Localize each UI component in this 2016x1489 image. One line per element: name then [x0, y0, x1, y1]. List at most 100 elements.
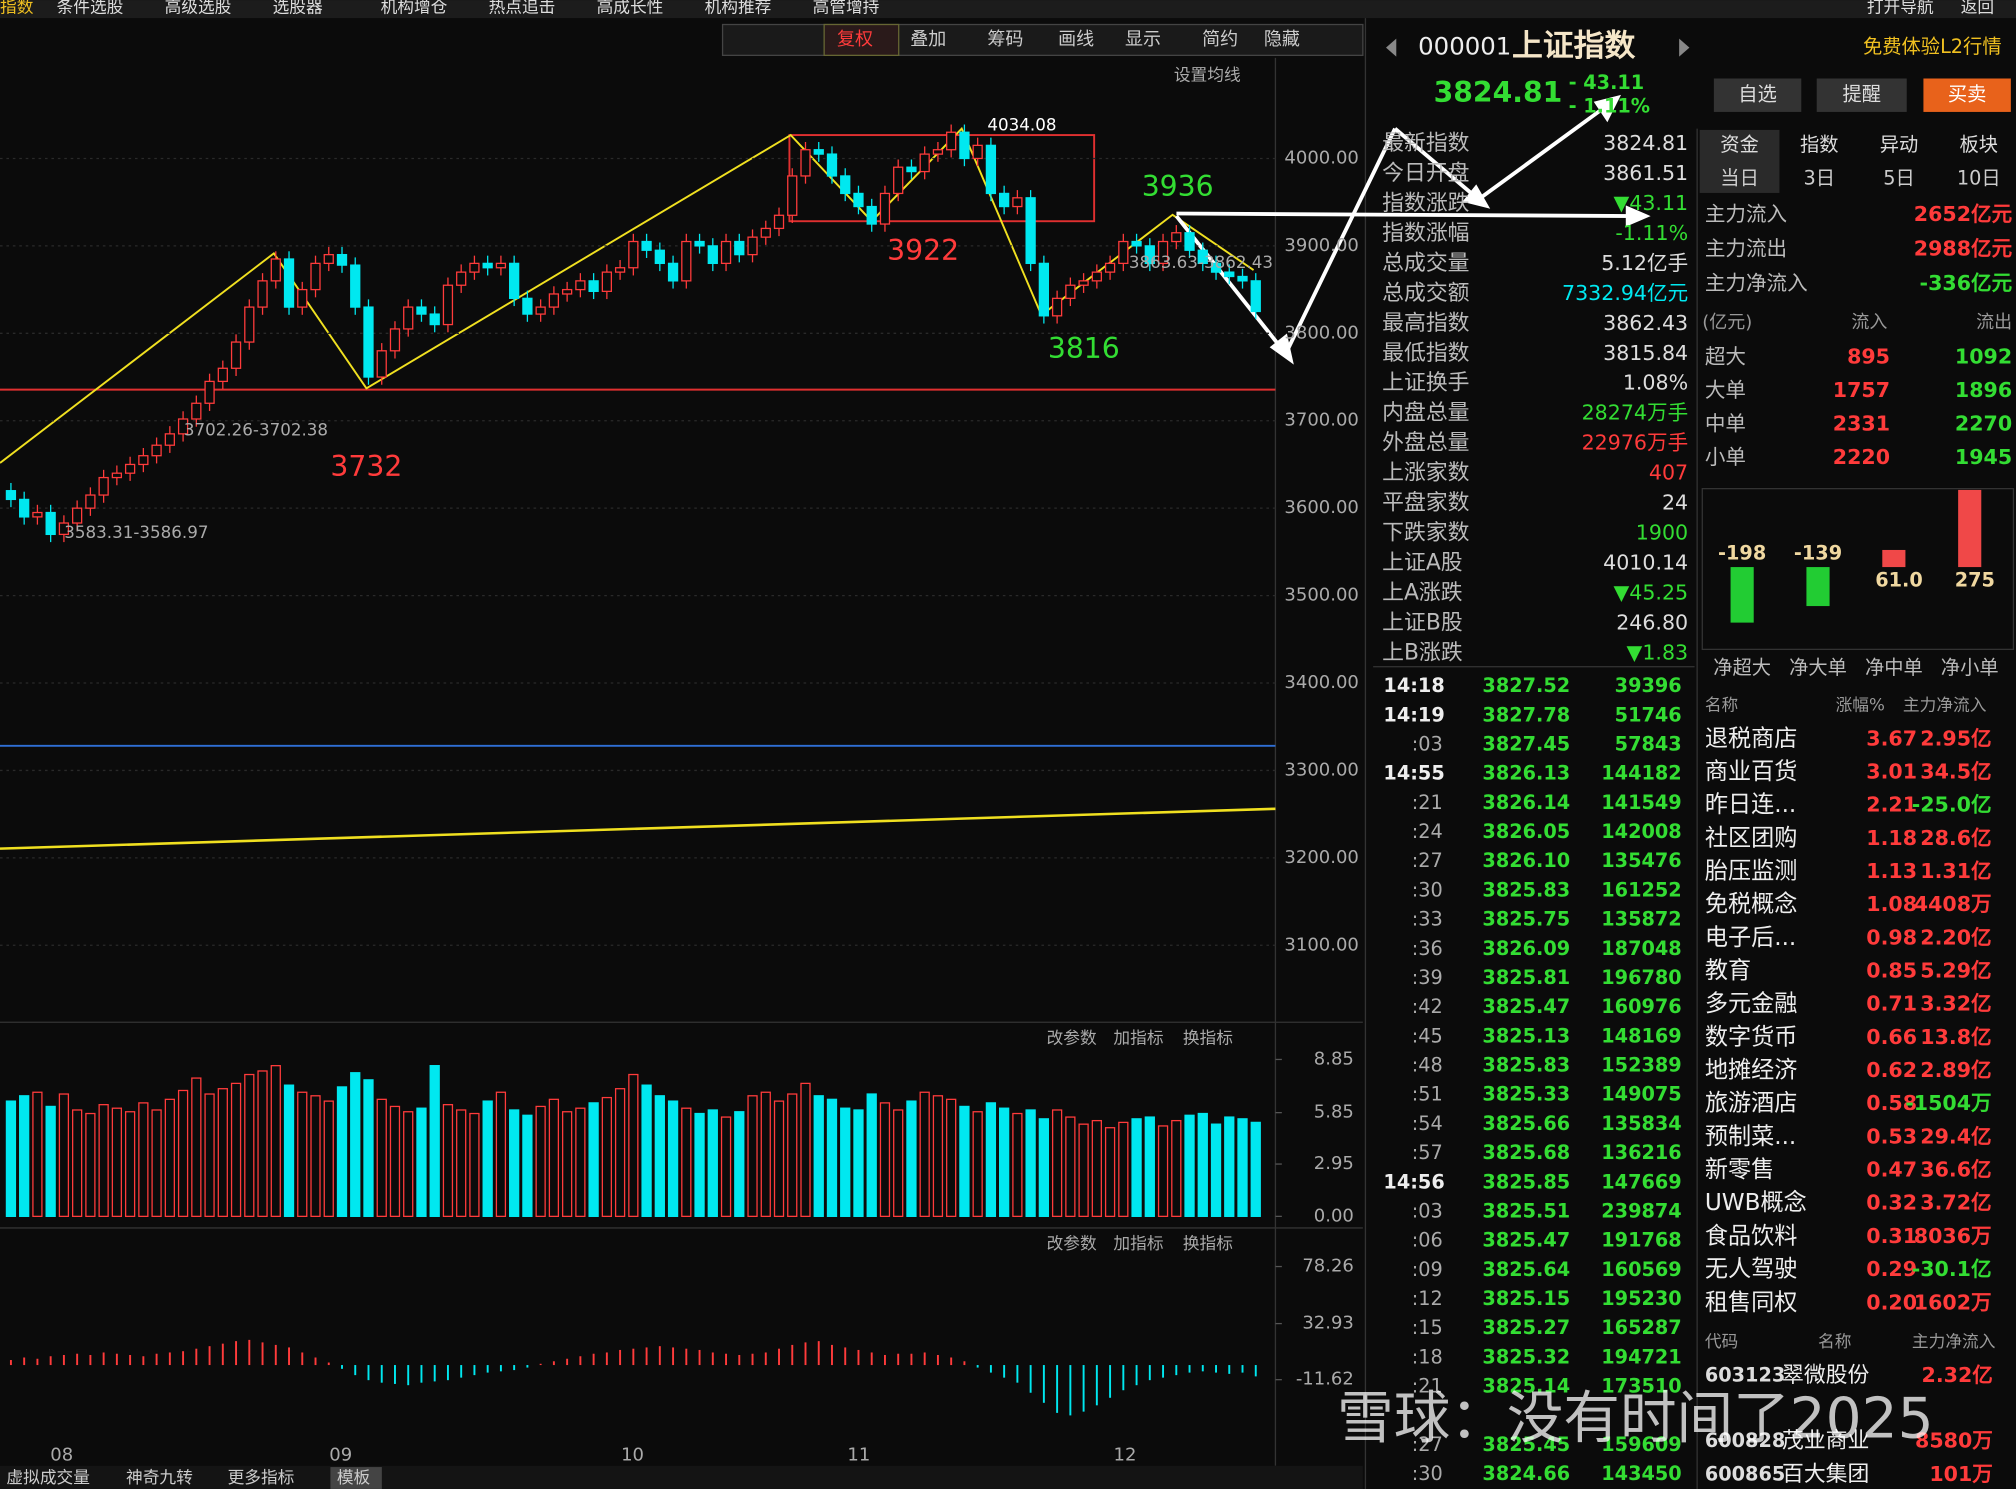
sector-name[interactable]: 商业百货 — [1705, 759, 1798, 785]
panel-button[interactable]: 加指标 — [1113, 1027, 1163, 1047]
stock-name[interactable]: 翠微股份 — [1782, 1363, 1870, 1388]
candle-body — [667, 262, 679, 282]
volume-bar — [376, 1098, 387, 1218]
sector-name[interactable]: 社区团购 — [1705, 825, 1798, 851]
stat-label: 总成交量 — [1382, 251, 1469, 276]
menu-item[interactable]: 高管增持 — [813, 0, 880, 16]
candle-body — [760, 227, 771, 238]
bottom-tab[interactable]: 更多指标 — [228, 1467, 295, 1487]
sector-name[interactable]: 食品饮料 — [1705, 1223, 1798, 1249]
stat-value: 4010.14 — [1603, 550, 1688, 574]
sector-name[interactable]: 旅游酒店 — [1705, 1091, 1798, 1117]
tab[interactable]: 异动 — [1880, 133, 1919, 156]
stock-name[interactable]: 百大集团 — [1782, 1462, 1869, 1487]
menu-item[interactable]: 打开导航 — [1867, 0, 1934, 16]
tick-time: 14:56 — [1383, 1170, 1444, 1193]
action-button[interactable]: 买卖 — [1948, 83, 1987, 106]
stat-value: 24 — [1662, 491, 1688, 515]
y-tick-label: 3200.00 — [1284, 847, 1358, 868]
toolbar-button[interactable]: 复权 — [837, 29, 873, 50]
volume-bar — [5, 1100, 17, 1217]
menu-bar — [0, 0, 2016, 19]
sector-name[interactable]: 新零售 — [1705, 1157, 1774, 1183]
action-button[interactable]: 自选 — [1738, 83, 1777, 106]
bottom-tab[interactable]: 神奇九转 — [126, 1467, 193, 1487]
volume-bar — [45, 1105, 56, 1217]
sector-name[interactable]: 地摊经济 — [1705, 1058, 1798, 1084]
menu-item[interactable]: 机构推荐 — [705, 0, 772, 16]
tab[interactable]: 当日 — [1720, 166, 1759, 189]
menu-item[interactable]: 返回 — [1961, 0, 1994, 16]
toolbar-button[interactable]: 叠加 — [910, 29, 946, 50]
candle-body — [283, 258, 295, 308]
toolbar-button[interactable]: 筹码 — [987, 29, 1023, 50]
tab[interactable]: 指数 — [1800, 133, 1839, 156]
toolbar-button[interactable]: 画线 — [1058, 29, 1094, 50]
volume-bar — [191, 1077, 202, 1217]
menu-item[interactable]: 条件选股 — [57, 0, 124, 16]
sector-name[interactable]: 数字货币 — [1705, 1024, 1798, 1050]
volume-bar — [866, 1093, 877, 1218]
net-bar — [1806, 567, 1830, 607]
sector-name[interactable]: 退税商店 — [1705, 726, 1798, 752]
tab[interactable]: 5日 — [1883, 166, 1915, 189]
stock-flow: 2.32亿 — [1922, 1363, 1993, 1387]
panel-button[interactable]: 换指标 — [1183, 1027, 1233, 1047]
l2-link[interactable]: 免费体验L2行情 — [1863, 35, 2002, 58]
panel-button[interactable]: 改参数 — [1047, 1233, 1097, 1253]
stat-value: 28274万手 — [1582, 401, 1689, 425]
sector-name[interactable]: 预制菜... — [1705, 1124, 1796, 1150]
sector-name[interactable]: 教育 — [1705, 958, 1751, 984]
tick-price: 3825.75 — [1482, 908, 1570, 931]
candle-body — [191, 402, 202, 420]
tick-price: 3825.81 — [1482, 966, 1570, 989]
menu-item[interactable]: 热点追击 — [489, 0, 556, 16]
volume-bar — [985, 1102, 997, 1218]
panel-button[interactable]: 改参数 — [1047, 1027, 1097, 1047]
volume-bar — [548, 1098, 560, 1218]
x-tick-label: 12 — [1114, 1445, 1137, 1466]
y-tick-label: 2.95 — [1314, 1153, 1354, 1174]
sector-name[interactable]: UWB概念 — [1705, 1190, 1807, 1216]
candle-body — [376, 350, 387, 378]
menu-item[interactable]: 机构增仓 — [381, 0, 448, 16]
tab[interactable]: 10日 — [1957, 166, 2001, 189]
bottom-tab[interactable]: 虚拟成交量 — [6, 1467, 90, 1487]
action-button[interactable]: 提醒 — [1842, 83, 1881, 106]
stock-name[interactable]: 茂业商业 — [1782, 1428, 1869, 1453]
tab[interactable]: 3日 — [1804, 166, 1836, 189]
sector-name[interactable]: 多元金融 — [1705, 991, 1798, 1017]
sector-name[interactable]: 无人驾驶 — [1705, 1257, 1798, 1283]
menu-item[interactable]: 选股器 — [273, 0, 323, 16]
toolbar-button[interactable]: 简约 — [1202, 29, 1238, 50]
volume-bar — [932, 1095, 944, 1217]
ma-setting[interactable]: 设置均线 — [1174, 64, 1241, 84]
sector-name[interactable]: 胎压监测 — [1705, 859, 1798, 885]
candle-body — [813, 149, 824, 155]
menu-item[interactable]: 高级选股 — [165, 0, 232, 16]
stat-label: 上证换手 — [1382, 371, 1469, 396]
toolbar-button[interactable]: 隐藏 — [1264, 29, 1300, 50]
sector-name[interactable]: 租售同权 — [1705, 1290, 1798, 1316]
sector-name[interactable]: 电子后... — [1705, 925, 1796, 951]
tab[interactable]: 资金 — [1720, 133, 1759, 156]
sector-flow: 3.72亿 — [1920, 1191, 1991, 1215]
volume-bar — [1065, 1116, 1076, 1217]
net-chart-frame — [1701, 488, 2015, 650]
menu-item[interactable]: 高成长性 — [597, 0, 664, 16]
panel-button[interactable]: 加指标 — [1113, 1233, 1163, 1253]
sector-pct: 0.29 — [1866, 1257, 1917, 1281]
sector-name[interactable]: 免税概念 — [1705, 892, 1798, 918]
sector-name[interactable]: 昨日连... — [1705, 792, 1796, 818]
toolbar-button[interactable]: 显示 — [1125, 29, 1161, 50]
stat-label: 上证A股 — [1382, 550, 1463, 575]
candle-body — [720, 240, 732, 265]
ma-line — [0, 807, 1276, 850]
flow-out: 1945 — [1955, 445, 2012, 469]
panel-button[interactable]: 换指标 — [1183, 1233, 1233, 1253]
menu-item[interactable]: 指数 — [0, 0, 34, 16]
volume-bar — [164, 1098, 175, 1218]
candle-body — [840, 175, 851, 195]
bottom-tab[interactable]: 模板 — [337, 1467, 371, 1487]
tab[interactable]: 板块 — [1959, 133, 1998, 156]
